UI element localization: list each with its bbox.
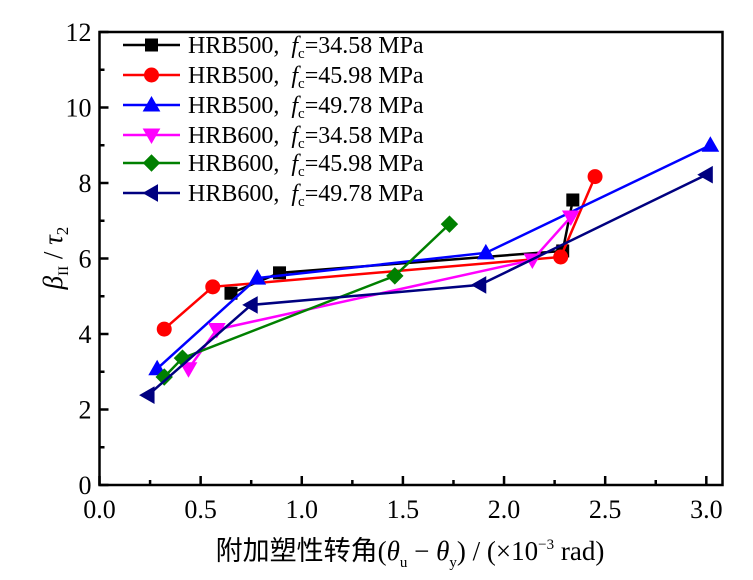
series-6 <box>139 165 713 405</box>
data-point-triangle-up <box>148 359 167 376</box>
legend-label: HRB600, fc=45.98 MPa <box>188 151 424 180</box>
data-point-square <box>224 286 238 300</box>
data-point-triangle-left <box>139 386 155 405</box>
ticks-layer: 0.0 0.5 1.0 1.5 2.0 2.5 3.0 0 2 4 6 8 10 12 <box>66 18 723 524</box>
legend-marker-diamond <box>142 154 161 172</box>
data-point-diamond <box>440 215 459 233</box>
data-point-triangle-left <box>697 165 713 184</box>
data-point-square <box>566 193 580 207</box>
x-tick-label: 2.0 <box>488 495 521 524</box>
legend-marker-triangle-left <box>142 184 158 202</box>
x-axis-title: 附加塑性转角(θu − θy) / (×10−3 rad) <box>216 536 605 571</box>
x-tick-label: 0.0 <box>83 495 116 524</box>
legend-item: HRB600, fc=45.98 MPa <box>123 151 424 180</box>
y-tick-label: 12 <box>66 18 92 47</box>
legend-marker-circle <box>144 67 159 83</box>
series-line <box>163 176 597 331</box>
data-point-triangle-left <box>242 296 258 314</box>
x-tick-label: 1.0 <box>286 495 319 524</box>
y-tick-label: 2 <box>79 396 92 425</box>
y-tick-label: 6 <box>79 245 92 274</box>
data-point-diamond <box>386 267 404 285</box>
legend-marker-triangle-down <box>142 128 161 145</box>
data-point-triangle-down <box>179 362 198 378</box>
legend-item: HRB500, fc=45.98 MPa <box>123 63 424 92</box>
data-point-triangle-up <box>701 136 720 152</box>
data-point-circle <box>587 169 603 185</box>
data-point-diamond <box>155 368 173 386</box>
data-point-triangle-left <box>470 276 487 294</box>
series-line <box>163 223 451 378</box>
legend-item: HRB500, fc=49.78 MPa <box>123 93 424 122</box>
series-2 <box>156 169 603 337</box>
x-tick-label: 2.5 <box>589 495 622 524</box>
x-tick-label: 3.0 <box>690 495 723 524</box>
y-tick-label: 8 <box>79 169 92 198</box>
y-tick-label: 10 <box>66 94 92 123</box>
series-line <box>156 144 711 370</box>
series-layer <box>139 136 720 405</box>
data-point-triangle-up <box>476 243 495 260</box>
legend-label: HRB500, fc=49.78 MPa <box>188 93 424 122</box>
legend-marker-square <box>145 38 158 52</box>
data-point-circle <box>156 321 172 337</box>
x-tick-label: 0.5 <box>184 495 217 524</box>
legend-item: HRB600, fc=34.58 MPa <box>123 123 424 152</box>
legend-label: HRB500, fc=34.58 MPa <box>188 33 424 62</box>
legend-label: HRB500, fc=45.98 MPa <box>188 63 424 92</box>
x-tick-label: 1.5 <box>387 495 420 524</box>
series-line <box>147 173 707 397</box>
series-1 <box>224 193 580 300</box>
series-3 <box>148 136 720 376</box>
legend-label: HRB600, fc=34.58 MPa <box>188 123 424 152</box>
data-point-circle <box>553 249 569 265</box>
y-axis-title: βII / τ2 <box>38 227 72 291</box>
data-point-triangle-up <box>248 269 267 285</box>
data-point-triangle-down <box>561 210 580 226</box>
data-point-circle <box>205 279 221 295</box>
legend-item: HRB600, fc=49.78 MPa <box>123 181 424 210</box>
legend-item: HRB500, fc=34.58 MPa <box>123 33 424 62</box>
legend-label: HRB600, fc=49.78 MPa <box>188 181 424 210</box>
legend-marker-triangle-up <box>142 95 161 112</box>
y-tick-label: 0 <box>79 471 92 500</box>
y-tick-label: 4 <box>79 320 92 349</box>
